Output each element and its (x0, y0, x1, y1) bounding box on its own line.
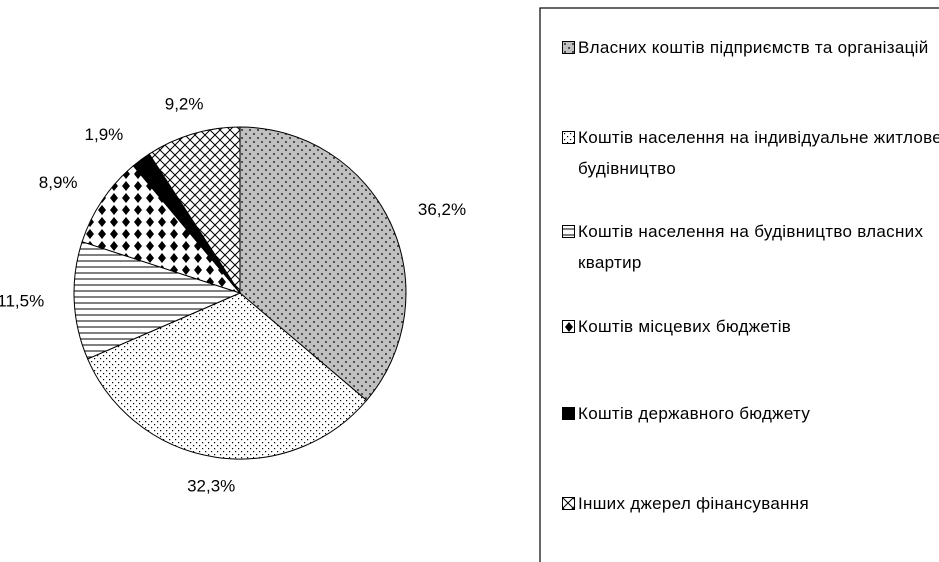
data-label: 11,5% (0, 292, 44, 311)
legend-label: Коштів державного бюджету (578, 404, 811, 423)
legend-swatch (562, 225, 575, 238)
legend-swatch (562, 407, 575, 420)
data-label: 8,9% (39, 173, 78, 192)
pie-slice-pattern (73, 241, 242, 360)
data-label: 36,2% (418, 200, 466, 219)
legend-swatch (562, 131, 575, 144)
data-label: 1,9% (85, 125, 124, 144)
pie-slice-pattern (81, 165, 242, 295)
legend-swatch (562, 320, 575, 333)
legend-swatch (562, 497, 575, 510)
legend-label: Власних коштів підприємств та організаці… (578, 38, 929, 57)
legend-box (539, 7, 939, 562)
pie-slice-pattern (239, 126, 407, 402)
legend-label: Інших джерел фінансування (578, 494, 809, 513)
legend-label: Коштів населення на індивідуальне житлов… (578, 128, 939, 178)
pie-slice-pattern (148, 126, 241, 295)
legend-swatch (562, 41, 575, 54)
data-label: 9,2% (165, 95, 204, 114)
pie-slice-pattern (86, 292, 368, 460)
data-label: 32,3% (187, 476, 235, 495)
legend-label: Коштів місцевих бюджетів (578, 317, 792, 336)
legend-label: Коштів населення на будівництво власних … (578, 222, 924, 272)
